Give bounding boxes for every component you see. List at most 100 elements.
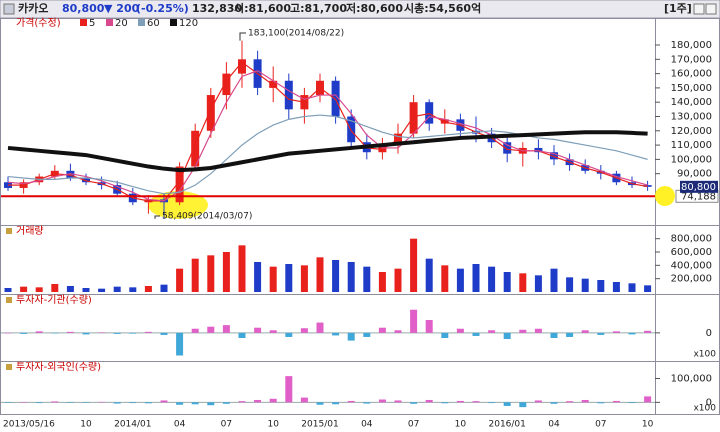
volume: 132,830 [192, 2, 242, 15]
x-tick-label: 04 [548, 420, 560, 430]
icon[interactable] [3, 3, 15, 15]
bar [566, 332, 574, 337]
y-tick-label: 150,000 [671, 83, 712, 94]
bar [644, 285, 652, 292]
y-tick-label: 100,000 [671, 154, 712, 165]
period-button[interactable]: [1주] [664, 2, 692, 15]
bar [4, 288, 12, 292]
bar [176, 332, 184, 356]
bar [488, 266, 496, 292]
bar [441, 402, 449, 404]
bar [644, 330, 652, 333]
bar [300, 397, 308, 403]
bar [363, 402, 371, 404]
legend-label: 5 [89, 18, 95, 29]
bar [456, 328, 464, 333]
panel-title: 투자자-외국인(수량) [16, 361, 101, 373]
candle-body [222, 73, 231, 96]
bar [129, 402, 137, 404]
bar [4, 332, 12, 334]
panel-title-swatch [6, 228, 12, 234]
legend-swatch [138, 19, 145, 26]
candle-body [347, 116, 356, 143]
bar [597, 332, 605, 335]
bar [285, 264, 293, 292]
x-tick-label: 10 [642, 420, 654, 430]
candle-body [284, 80, 293, 110]
bar [378, 399, 386, 403]
bar [285, 332, 293, 337]
bar [82, 288, 90, 292]
bar [113, 402, 121, 404]
bar [300, 328, 308, 333]
bar [472, 332, 480, 336]
bar [300, 265, 308, 292]
bar [191, 402, 199, 405]
bar [534, 275, 542, 292]
bar [332, 332, 340, 336]
bar [20, 402, 28, 403]
candle-body [206, 95, 215, 131]
legend-swatch [80, 19, 87, 26]
open: 시:81,600 [234, 2, 291, 15]
x-tick-label: 07 [221, 420, 232, 430]
minimize-button[interactable] [693, 3, 705, 15]
bar [394, 268, 402, 292]
bar [176, 268, 184, 292]
price: 80,800 [62, 2, 105, 15]
annotation-leader [239, 32, 246, 41]
bar [644, 396, 652, 403]
x-tick-label: 10 [80, 420, 92, 430]
bar [347, 332, 355, 341]
candle-body [378, 145, 387, 153]
bar [254, 327, 262, 333]
bar [20, 286, 28, 292]
bar [144, 286, 152, 292]
y-tick-label: 130,000 [671, 111, 712, 122]
unit-label: x100 [693, 350, 716, 360]
stock-name: 카카오 [18, 1, 48, 15]
high: 고:81,700 [290, 2, 347, 15]
y-tick-label: 0 [706, 397, 712, 408]
bar [456, 268, 464, 292]
bar [82, 332, 90, 335]
moving-average [7, 114, 648, 195]
bar [394, 400, 402, 403]
close-button[interactable] [705, 3, 717, 15]
candle-body [409, 102, 418, 134]
bar [566, 277, 574, 292]
x-tick-label: 2014/01 [114, 420, 151, 430]
bar [472, 264, 480, 292]
bar [160, 284, 168, 292]
bar [222, 252, 230, 292]
moving-average [7, 70, 648, 202]
bar [347, 262, 355, 292]
bar [612, 400, 620, 403]
market-cap: 시총:54,560억 [404, 1, 481, 15]
bar [441, 265, 449, 292]
legend-label: 120 [179, 18, 198, 29]
candle-body [82, 177, 90, 183]
y-tick-label: 200,000 [671, 274, 712, 285]
x-tick-label: 2016/01 [489, 420, 526, 430]
legend-swatch [106, 19, 113, 26]
y-tick-label: 90,000 [677, 169, 712, 180]
bar [550, 402, 558, 404]
change: ▼ 200 [104, 2, 140, 15]
bar [51, 332, 59, 334]
bar [503, 272, 511, 292]
panel-title-swatch [6, 297, 12, 303]
candle-body [550, 152, 558, 160]
bar [410, 402, 418, 404]
y-tick-label: 140,000 [671, 97, 712, 108]
low: 저:80,600 [346, 1, 403, 15]
bar [628, 283, 636, 292]
x-tick-label: 07 [595, 420, 606, 430]
bar [4, 402, 12, 403]
bar [316, 257, 324, 292]
bar [519, 329, 527, 333]
bar [534, 400, 542, 403]
y-tick-label: 0 [706, 328, 712, 339]
bar [160, 400, 168, 403]
